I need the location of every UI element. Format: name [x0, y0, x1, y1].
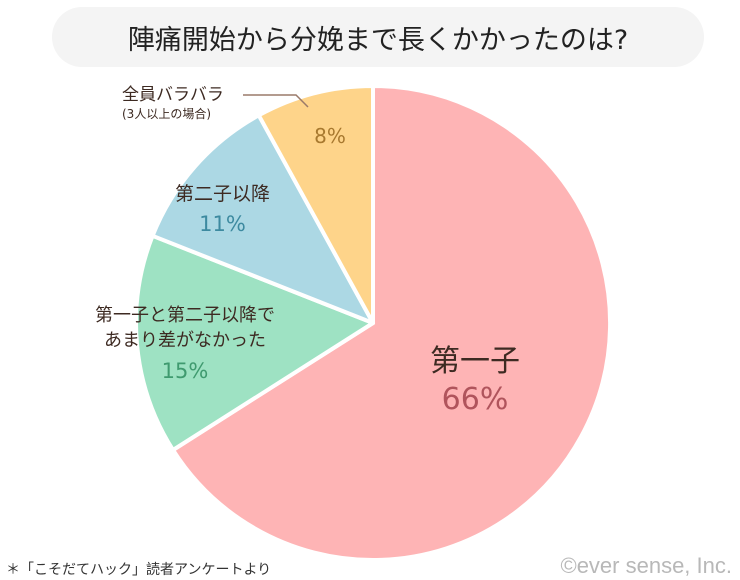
- label-all-different-pct: 8%: [314, 124, 346, 148]
- label-no-difference-pct: 15%: [161, 359, 209, 383]
- label-all-different-line2: (3人以上の場合): [122, 107, 211, 121]
- label-no-difference: 第一子と第二子以降で あまり差がなかった 15%: [80, 303, 290, 389]
- label-first-child: 第一子 66%: [410, 344, 540, 420]
- label-second-child-name: 第二子以降: [174, 183, 270, 205]
- label-first-child-pct: 66%: [441, 382, 509, 417]
- label-all-different-line1: 全員バラバラ: [122, 85, 224, 105]
- slice-no-difference: [134, 233, 375, 452]
- slice-second-child: [150, 113, 375, 325]
- label-all-different: 全員バラバラ (3人以上の場合): [122, 85, 224, 122]
- label-second-child: 第二子以降 11%: [150, 181, 295, 241]
- label-no-difference-line2: あまり差がなかった: [104, 330, 266, 351]
- chart-title-pill: 陣痛開始から分娩まで長くかかったのは?: [52, 7, 704, 67]
- copyright: ©ever sense, Inc.: [560, 553, 732, 578]
- source-footnote: ＊「こそだてハック」読者アンケートより: [6, 562, 272, 578]
- label-no-difference-line1: 第一子と第二子以降で: [95, 305, 275, 326]
- slice-all-different: [256, 84, 375, 325]
- label-second-child-pct: 11%: [199, 212, 246, 236]
- leader-line: [243, 94, 309, 108]
- chart-title: 陣痛開始から分娩まで長くかかったのは?: [127, 24, 629, 56]
- label-first-child-name: 第一子: [430, 344, 520, 379]
- slice-first-child: [171, 84, 613, 562]
